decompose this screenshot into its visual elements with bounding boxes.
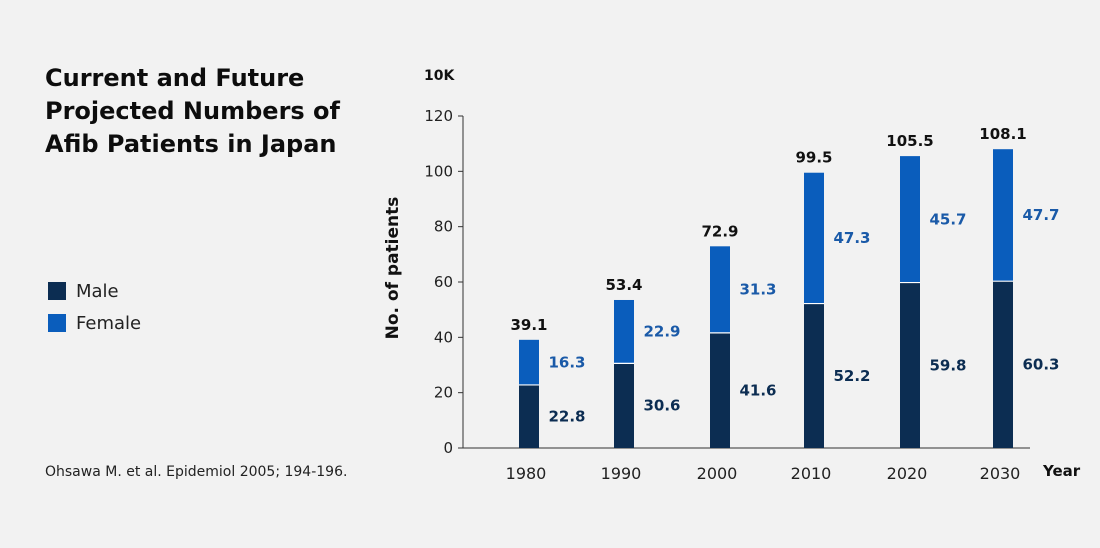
title-line: Projected Numbers of (45, 97, 340, 125)
data-label-male: 30.6 (643, 397, 680, 415)
bar-female (993, 149, 1013, 282)
bar-male (614, 363, 634, 448)
bar-female (710, 246, 730, 333)
y-tick-label: 100 (424, 162, 453, 180)
title-line: Current and Future (45, 64, 305, 92)
legend-item-male: Male (48, 275, 141, 307)
bar-male (900, 282, 920, 448)
y-unit-label: 10K (424, 68, 455, 84)
x-tick-label: 2020 (887, 464, 928, 483)
data-label-total: 39.1 (510, 316, 547, 334)
bar-male (710, 332, 730, 448)
legend-item-female: Female (48, 307, 141, 339)
bar-female (614, 299, 634, 364)
bar-female (900, 156, 920, 283)
title-line: Afib Patients in Japan (45, 130, 337, 158)
data-label-total: 105.5 (886, 132, 933, 150)
bar-male (519, 384, 539, 448)
y-tick-label: 20 (434, 384, 453, 402)
y-tick-label: 40 (434, 328, 453, 346)
legend-swatch-male (48, 282, 66, 300)
data-label-female: 45.7 (929, 210, 966, 228)
x-tick-label: 2030 (980, 464, 1021, 483)
data-label-total: 53.4 (605, 276, 642, 294)
legend: Male Female (48, 275, 141, 339)
data-label-total: 72.9 (701, 222, 738, 240)
x-tick-label: 1990 (601, 464, 642, 483)
legend-swatch-female (48, 314, 66, 332)
y-axis-title: No. of patients (383, 197, 403, 340)
chart-title: Current and Future Projected Numbers of … (45, 62, 365, 161)
data-label-male: 59.8 (929, 356, 966, 374)
data-label-female: 31.3 (739, 281, 776, 299)
y-tick-label: 80 (434, 218, 453, 236)
data-label-male: 41.6 (739, 381, 776, 399)
y-tick-label: 120 (424, 107, 453, 125)
x-tick-label: 1980 (506, 464, 547, 483)
data-label-male: 60.3 (1022, 356, 1059, 374)
legend-label-female: Female (76, 312, 142, 334)
data-label-female: 47.3 (833, 229, 870, 247)
data-label-male: 52.2 (833, 367, 870, 385)
data-label-male: 22.8 (548, 407, 585, 425)
data-label-female: 16.3 (548, 353, 585, 371)
legend-label-male: Male (76, 280, 119, 302)
bar-male (804, 303, 824, 448)
bar-male (993, 281, 1013, 448)
source-citation: Ohsawa M. et al. Epidemiol 2005; 194-196… (45, 464, 348, 480)
x-tick-label: 2000 (697, 464, 738, 483)
bar-female (804, 172, 824, 304)
x-axis-title: Year (1042, 462, 1081, 480)
x-tick-label: 2010 (791, 464, 832, 483)
data-label-total: 99.5 (795, 149, 832, 167)
bar-female (519, 339, 539, 385)
data-label-female: 22.9 (643, 323, 680, 341)
y-tick-label: 0 (443, 439, 453, 457)
data-label-total: 108.1 (979, 125, 1026, 143)
y-tick-label: 60 (434, 273, 453, 291)
data-label-female: 47.7 (1022, 206, 1059, 224)
